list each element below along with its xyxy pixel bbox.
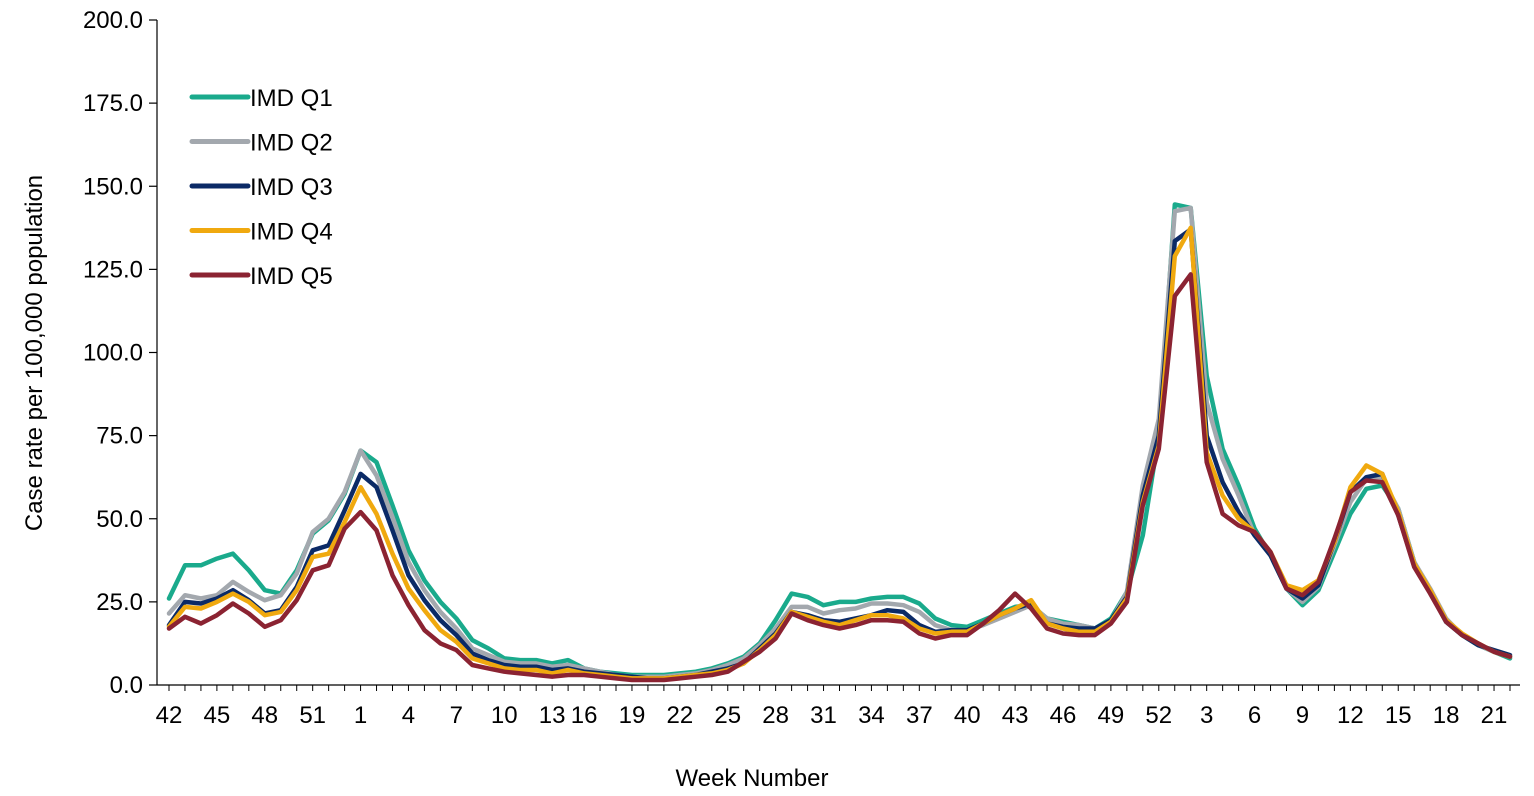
x-tick-label: 9 [1296,702,1309,729]
y-axis: 0.0 25.0 50.0 75.0 100.0 125.0 150.0 175.0 200.0 [83,7,158,699]
x-tick-label: 21 [1481,702,1508,729]
x-tick-label: 6 [1248,702,1261,729]
x-tick-label: 31 [810,702,837,729]
x-tick-label: 25 [714,702,741,729]
legend-label-imd-q3: IMD Q3 [250,174,333,201]
y-tick-label: 25.0 [96,589,143,616]
y-tick-label: 125.0 [83,256,143,283]
x-tick-label: 28 [762,702,789,729]
legend: IMD Q1 IMD Q2 IMD Q3 IMD Q4 IMD Q5 [189,85,333,290]
x-tick-label: 48 [251,702,278,729]
x-tick-label: 12 [1337,702,1364,729]
y-tick-label: 50.0 [96,506,143,533]
series-line-imd-q5 [166,272,1513,683]
x-tick-label: 42 [156,702,183,729]
x-axis: 42 45 48 51 1 4 7 10 13 16 19 22 25 28 31 34 37 40 43 46 49 5… [156,684,1520,729]
legend-label-imd-q1: IMD Q1 [250,85,333,112]
x-tick-label: 15 [1385,702,1412,729]
x-tick-label: 49 [1098,702,1125,729]
y-tick-label: 100.0 [83,340,143,367]
y-tick-label: 150.0 [83,173,143,200]
x-tick-label: 7 [450,702,463,729]
x-tick-label: 51 [299,702,326,729]
x-tick-label: 40 [954,702,981,729]
y-tick-label: 175.0 [83,90,143,117]
series-layer [166,202,1513,683]
x-tick-label: 37 [906,702,933,729]
x-tick-label: 43 [1002,702,1029,729]
x-tick-label: 16 [571,702,598,729]
x-tick-label: 45 [204,702,231,729]
x-tick-label: 19 [619,702,646,729]
x-tick-label: 52 [1145,702,1172,729]
x-tick-label: 22 [667,702,694,729]
y-tick-label: 200.0 [83,7,143,34]
x-tick-label: 1 [354,702,367,729]
x-tick-label: 18 [1433,702,1460,729]
x-tick-label: 4 [402,702,415,729]
x-tick-label: 3 [1200,702,1213,729]
x-tick-label: 34 [858,702,885,729]
x-tick-label: 10 [491,702,518,729]
y-tick-label: 0.0 [110,672,143,699]
y-tick-label: 75.0 [96,423,143,450]
legend-label-imd-q4: IMD Q4 [250,219,333,246]
x-axis-title: Week Number [676,765,829,792]
x-tick-label: 13 [539,702,566,729]
series-line-imd-q1 [166,202,1513,678]
series-line-imd-q2 [166,205,1513,679]
y-axis-title: Case rate per 100,000 population [21,175,48,531]
x-tick-label: 46 [1050,702,1077,729]
legend-label-imd-q5: IMD Q5 [250,263,333,290]
legend-label-imd-q2: IMD Q2 [250,130,333,157]
